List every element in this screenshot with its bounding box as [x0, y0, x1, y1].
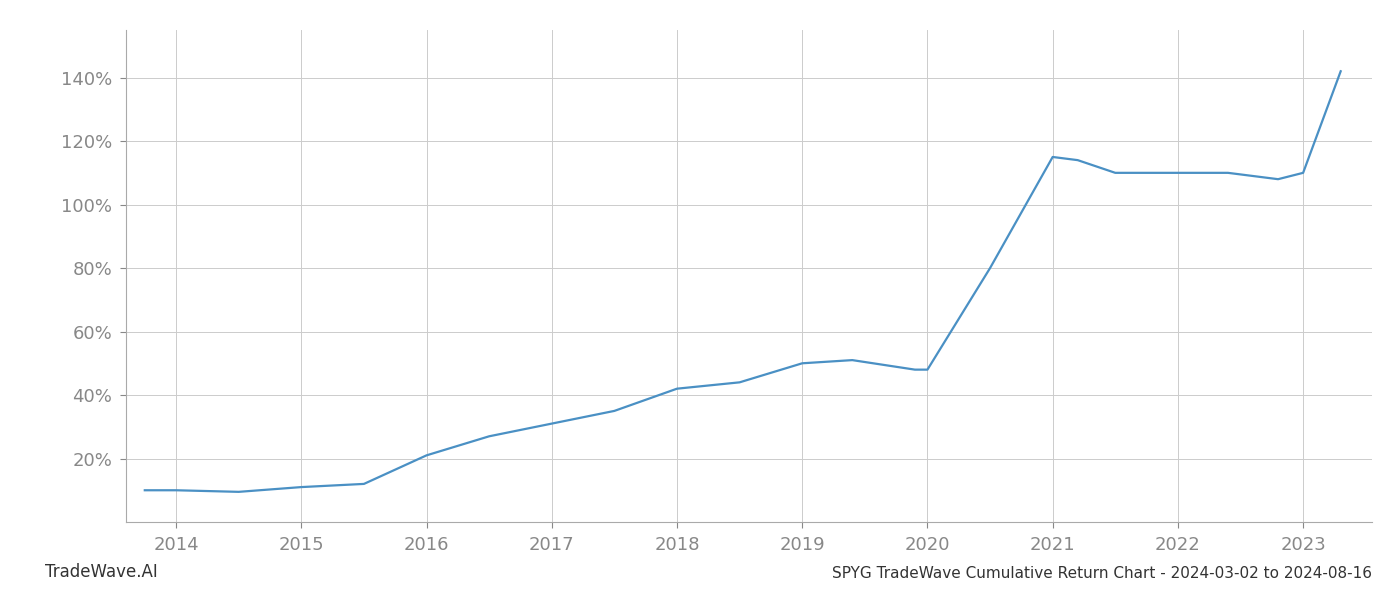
Text: SPYG TradeWave Cumulative Return Chart - 2024-03-02 to 2024-08-16: SPYG TradeWave Cumulative Return Chart -…: [832, 566, 1372, 581]
Text: TradeWave.AI: TradeWave.AI: [45, 563, 158, 581]
